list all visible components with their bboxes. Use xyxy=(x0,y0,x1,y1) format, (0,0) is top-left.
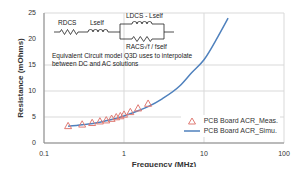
svg-text:15: 15 xyxy=(28,61,36,68)
svg-text:RDCS: RDCS xyxy=(58,19,77,26)
svg-text:Frequency (MHz): Frequency (MHz) xyxy=(132,160,197,167)
svg-text:5: 5 xyxy=(32,113,36,120)
svg-text:1: 1 xyxy=(122,150,126,157)
svg-text:between DC and AC solutions: between DC and AC solutions xyxy=(52,60,139,67)
svg-text:20: 20 xyxy=(28,35,36,42)
svg-text:10: 10 xyxy=(28,87,36,94)
svg-text:Resistance (mOhms): Resistance (mOhms) xyxy=(16,38,25,118)
svg-text:10: 10 xyxy=(200,150,208,157)
svg-text:0: 0 xyxy=(32,139,36,146)
svg-text:Equivalent Circuit model Q3D: Equivalent Circuit model Q3D uses to int… xyxy=(52,52,193,60)
svg-text:RACS√f / fself: RACS√f / fself xyxy=(126,43,167,50)
svg-text:100: 100 xyxy=(278,150,290,157)
html-text:PCB Board ACR_Simu.: PCB Board ACR_Simu. xyxy=(203,127,277,134)
svg-text:25: 25 xyxy=(28,9,36,16)
svg-text:Lself: Lself xyxy=(90,19,104,26)
html-text:PCB Board ACR_Meas.: PCB Board ACR_Meas. xyxy=(203,117,278,124)
svg-text:0.1: 0.1 xyxy=(39,150,49,157)
svg-text:LDCS - Lself: LDCS - Lself xyxy=(126,12,163,19)
